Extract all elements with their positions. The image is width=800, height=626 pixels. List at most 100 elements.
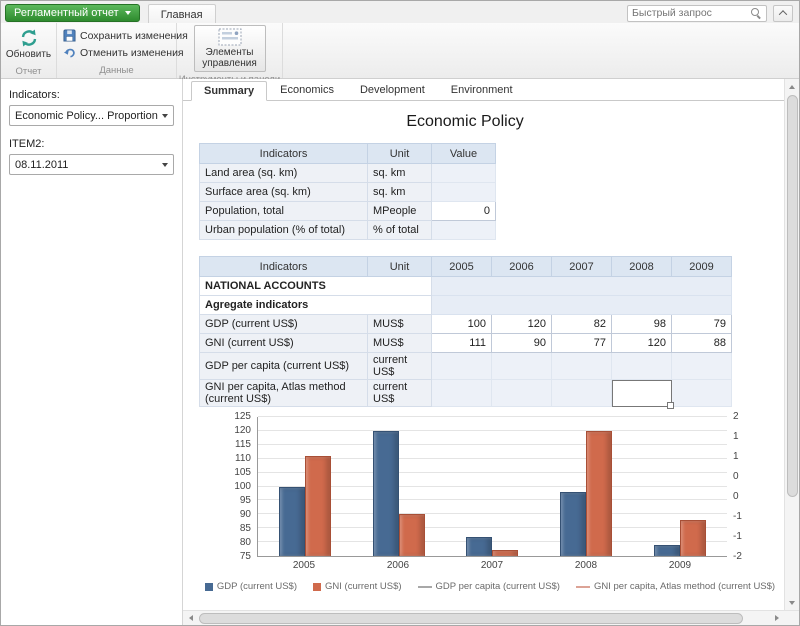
y-axis-tick-label: 105 (234, 467, 251, 478)
y-axis-tick-label: 85 (239, 523, 251, 534)
scroll-right-button[interactable] (770, 612, 783, 625)
report-menu-button[interactable]: Регламентный отчет (5, 4, 140, 22)
gridline (258, 485, 727, 487)
year-cell[interactable]: 120 (491, 314, 552, 334)
year-cell[interactable]: 88 (671, 333, 732, 353)
year-cell[interactable] (611, 352, 672, 380)
tab-development[interactable]: Development (359, 84, 425, 96)
col-header-year: 2009 (671, 256, 732, 277)
vertical-scroll-track[interactable] (786, 93, 799, 596)
quick-search-box[interactable] (627, 4, 767, 22)
collapse-ribbon-button[interactable] (773, 4, 793, 22)
chevron-up-icon (778, 10, 788, 19)
value-cell[interactable] (431, 220, 496, 240)
legend-marker (204, 582, 213, 591)
col-header-year: 2007 (551, 256, 612, 277)
value-cell[interactable] (431, 163, 496, 183)
unit-cell: current US$ (367, 379, 432, 407)
tab-environment[interactable]: Environment (450, 84, 513, 96)
report-content: Economic Policy Indicators Unit Value La… (183, 101, 784, 610)
horizontal-scroll-track[interactable] (197, 612, 770, 625)
y-axis-tick-label: 1 (733, 451, 739, 462)
year-cell[interactable]: 111 (431, 333, 492, 353)
y-axis-tick-label: 2 (733, 411, 739, 422)
year-cell[interactable] (491, 379, 552, 407)
year-cell[interactable] (551, 379, 612, 407)
table-row: Urban population (% of total) % of total (199, 220, 496, 240)
selected-cell[interactable] (611, 379, 675, 410)
scroll-up-button[interactable] (786, 80, 799, 93)
year-cell[interactable] (431, 352, 492, 380)
chart-gridlines (258, 416, 727, 556)
tab-summary[interactable]: Summary (191, 81, 268, 101)
vertical-scroll-thumb[interactable] (786, 95, 798, 498)
gridline (258, 471, 727, 473)
unit-cell: MUS$ (367, 314, 432, 334)
ribbon-tab-home[interactable]: Главная (147, 4, 216, 24)
year-cell[interactable]: 79 (671, 314, 732, 334)
vertical-scrollbar[interactable] (784, 79, 799, 610)
search-icon[interactable] (750, 7, 762, 19)
bar (304, 455, 331, 556)
year-cell[interactable]: 77 (551, 333, 612, 353)
indicator-cell: GDP per capita (current US$) (199, 352, 368, 380)
legend-label: GDP per capita (current US$) (435, 581, 560, 592)
gridline (258, 443, 727, 445)
item2-dropdown[interactable]: 08.11.2011 (9, 154, 174, 175)
x-axis-label: 2008 (574, 560, 598, 571)
col-header-indicators: Indicators (199, 256, 368, 277)
horizontal-scrollbar[interactable] (183, 610, 784, 625)
table-row: GNI (current US$) MUS$ 111 90 77 120 88 (199, 333, 732, 353)
undo-changes-button[interactable]: Отменить изменения (60, 45, 187, 60)
y-axis-tick-label: -1 (733, 511, 742, 522)
y-axis-tick-label: 110 (235, 453, 251, 464)
indicators-dropdown[interactable]: Economic Policy... Proportion of s... (1 (9, 105, 174, 126)
y-axis-tick-label: -1 (733, 531, 742, 542)
year-cell[interactable]: 98 (611, 314, 672, 334)
gridline (258, 429, 727, 431)
value-cell[interactable] (431, 182, 496, 202)
scrollbar-corner (784, 610, 799, 625)
bottom-left-corner (1, 610, 183, 625)
year-cell[interactable] (491, 352, 552, 380)
y-axis-tick-label: -2 (733, 551, 742, 562)
horizontal-scroll-thumb[interactable] (199, 612, 744, 624)
y-axis-tick-label: 95 (239, 495, 251, 506)
year-cell[interactable] (431, 379, 492, 407)
x-axis-label: 2009 (668, 560, 692, 571)
refresh-button[interactable]: Обновить (1, 25, 56, 64)
y-axis-tick-label: 125 (234, 411, 251, 422)
controls-icon (218, 28, 241, 46)
chevron-down-icon (162, 162, 168, 167)
undo-changes-label: Отменить изменения (80, 46, 184, 59)
ribbon-top-bar: Регламентный отчет Главная (1, 1, 799, 24)
report-menu-label: Регламентный отчет (14, 7, 119, 19)
search-input[interactable] (632, 7, 750, 19)
bar-group (654, 417, 707, 556)
col-header-indicators: Indicators (199, 143, 368, 164)
tab-economics[interactable]: Economics (280, 84, 334, 96)
year-cell[interactable] (671, 352, 732, 380)
refresh-label: Обновить (5, 49, 52, 60)
year-cell[interactable]: 100 (431, 314, 492, 334)
main-area: Summary Economics Development Environmen… (183, 79, 799, 610)
year-cell[interactable]: 90 (491, 333, 552, 353)
gridline (258, 416, 727, 417)
legend-label: GDP (current US$) (216, 581, 297, 592)
year-cell[interactable] (551, 352, 612, 380)
year-cell[interactable] (671, 379, 732, 407)
controls-button[interactable]: Элементы управления (193, 25, 266, 72)
scroll-down-button[interactable] (786, 596, 799, 609)
save-changes-button[interactable]: Сохранить изменения (60, 28, 191, 43)
bar (492, 550, 519, 556)
gridline (258, 513, 727, 515)
header-row: Indicators Unit 2005 2006 2007 2008 2009 (199, 256, 732, 277)
scroll-left-button[interactable] (184, 612, 197, 625)
year-cell[interactable]: 82 (551, 314, 612, 334)
bar (398, 514, 425, 556)
year-cell[interactable]: 120 (611, 333, 672, 353)
indicators-dropdown-value: Economic Policy... Proportion of s... (1 (15, 109, 158, 122)
gridline (258, 527, 727, 529)
bar-group (560, 417, 613, 556)
value-cell[interactable]: 0 (431, 201, 496, 221)
